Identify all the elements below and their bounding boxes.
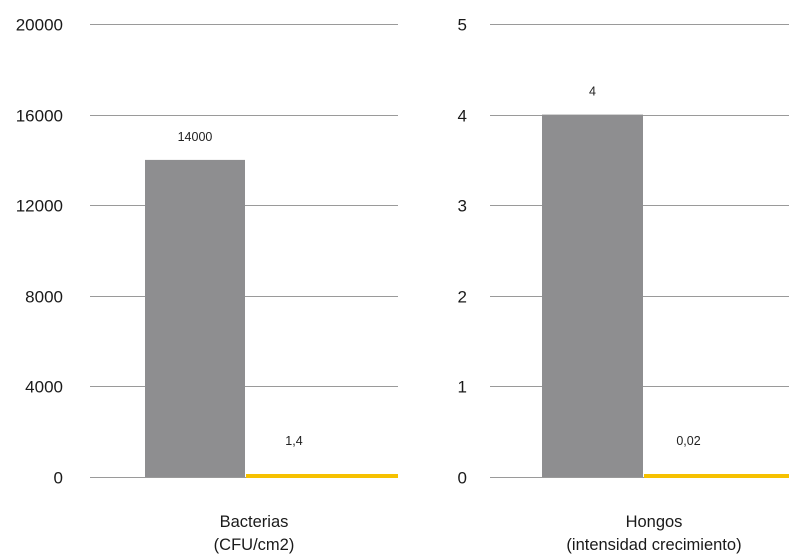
chart1-y-tick-label: 8000 [25,288,63,307]
chart2-bar-2-data-label: 0,02 [676,434,700,448]
chart2-bar-2 [644,474,789,478]
chart2-category-label-line-2: (intensidad crecimiento) [566,536,741,554]
chart1-bar-1 [145,159,245,477]
chart2-y-tick-label: 2 [458,288,467,307]
chart2-bar-1 [542,114,643,477]
chart1-y-tick-label: 0 [54,469,63,488]
chart2-y-tick-label: 3 [458,197,467,216]
chart2-y-tick-label: 1 [458,378,467,397]
chart1-y-tick-label: 16000 [16,107,63,126]
chart2-category-label-line-1: Hongos [626,513,683,531]
chart2-y-tick-label: 4 [458,107,467,126]
chart2-y-tick-label: 5 [458,16,467,35]
chart1-bar-1-data-label: 14000 [178,130,213,144]
chart2-bar-1-data-label: 4 [589,85,596,99]
chart1-bar-2-data-label: 1,4 [285,434,302,448]
chart1-category-label-line-2: (CFU/cm2) [214,536,295,554]
chart1-y-tick-label: 12000 [16,197,63,216]
chart1-y-tick-label: 4000 [25,378,63,397]
chart2-y-tick-label: 0 [458,469,467,488]
chart1-category-label-line-1: Bacterias [220,513,289,531]
chart1-bar-2 [246,474,398,478]
chart1-y-tick-label: 20000 [16,16,63,35]
